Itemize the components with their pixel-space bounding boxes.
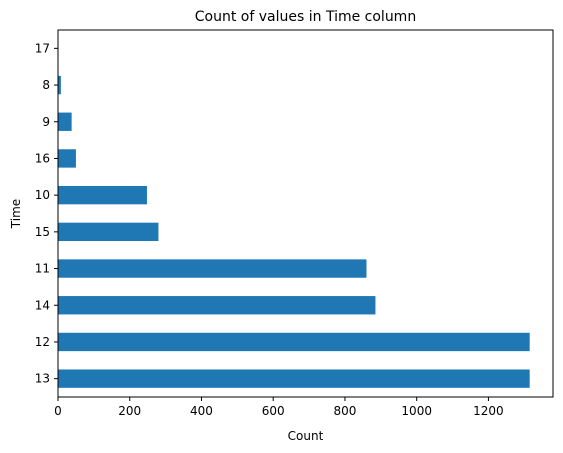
bar-10 bbox=[58, 185, 147, 205]
bar-13 bbox=[58, 369, 530, 388]
x-tick-label: 1200 bbox=[473, 404, 504, 418]
x-tick-label: 600 bbox=[262, 404, 285, 418]
plot-frame bbox=[57, 29, 554, 398]
y-axis-title: Time bbox=[9, 199, 23, 229]
x-tick-label: 0 bbox=[54, 404, 62, 418]
chart-title: Count of values in Time column bbox=[195, 9, 416, 25]
y-tick-label: 14 bbox=[35, 298, 50, 312]
y-tick-label: 9 bbox=[42, 115, 50, 129]
bar-9 bbox=[58, 112, 72, 131]
bar-14 bbox=[58, 296, 376, 315]
bar-11 bbox=[58, 259, 367, 278]
bar-8 bbox=[58, 75, 61, 95]
x-axis-title: Count bbox=[288, 429, 324, 443]
y-tick-label: 8 bbox=[42, 78, 50, 92]
y-tick-label: 13 bbox=[35, 372, 50, 386]
x-tick-label: 400 bbox=[190, 404, 213, 418]
bar-15 bbox=[58, 222, 159, 242]
y-tick-label: 12 bbox=[35, 335, 50, 349]
y-tick-label: 16 bbox=[35, 151, 50, 165]
y-tick-label: 15 bbox=[35, 225, 50, 239]
x-tick-label: 1000 bbox=[401, 404, 432, 418]
bar-12 bbox=[58, 332, 530, 352]
x-tick-label: 200 bbox=[118, 404, 141, 418]
y-tick-label: 10 bbox=[35, 188, 50, 202]
y-tick-label: 11 bbox=[35, 262, 50, 276]
y-tick-label: 17 bbox=[35, 41, 50, 55]
x-tick-label: 800 bbox=[334, 404, 357, 418]
bar-16 bbox=[58, 149, 76, 168]
x-axis: 0 200 400 600 800 1000 1200 bbox=[54, 397, 504, 418]
bars bbox=[58, 75, 530, 388]
y-axis: 13 12 14 11 15 10 16 9 8 17 bbox=[35, 41, 58, 386]
